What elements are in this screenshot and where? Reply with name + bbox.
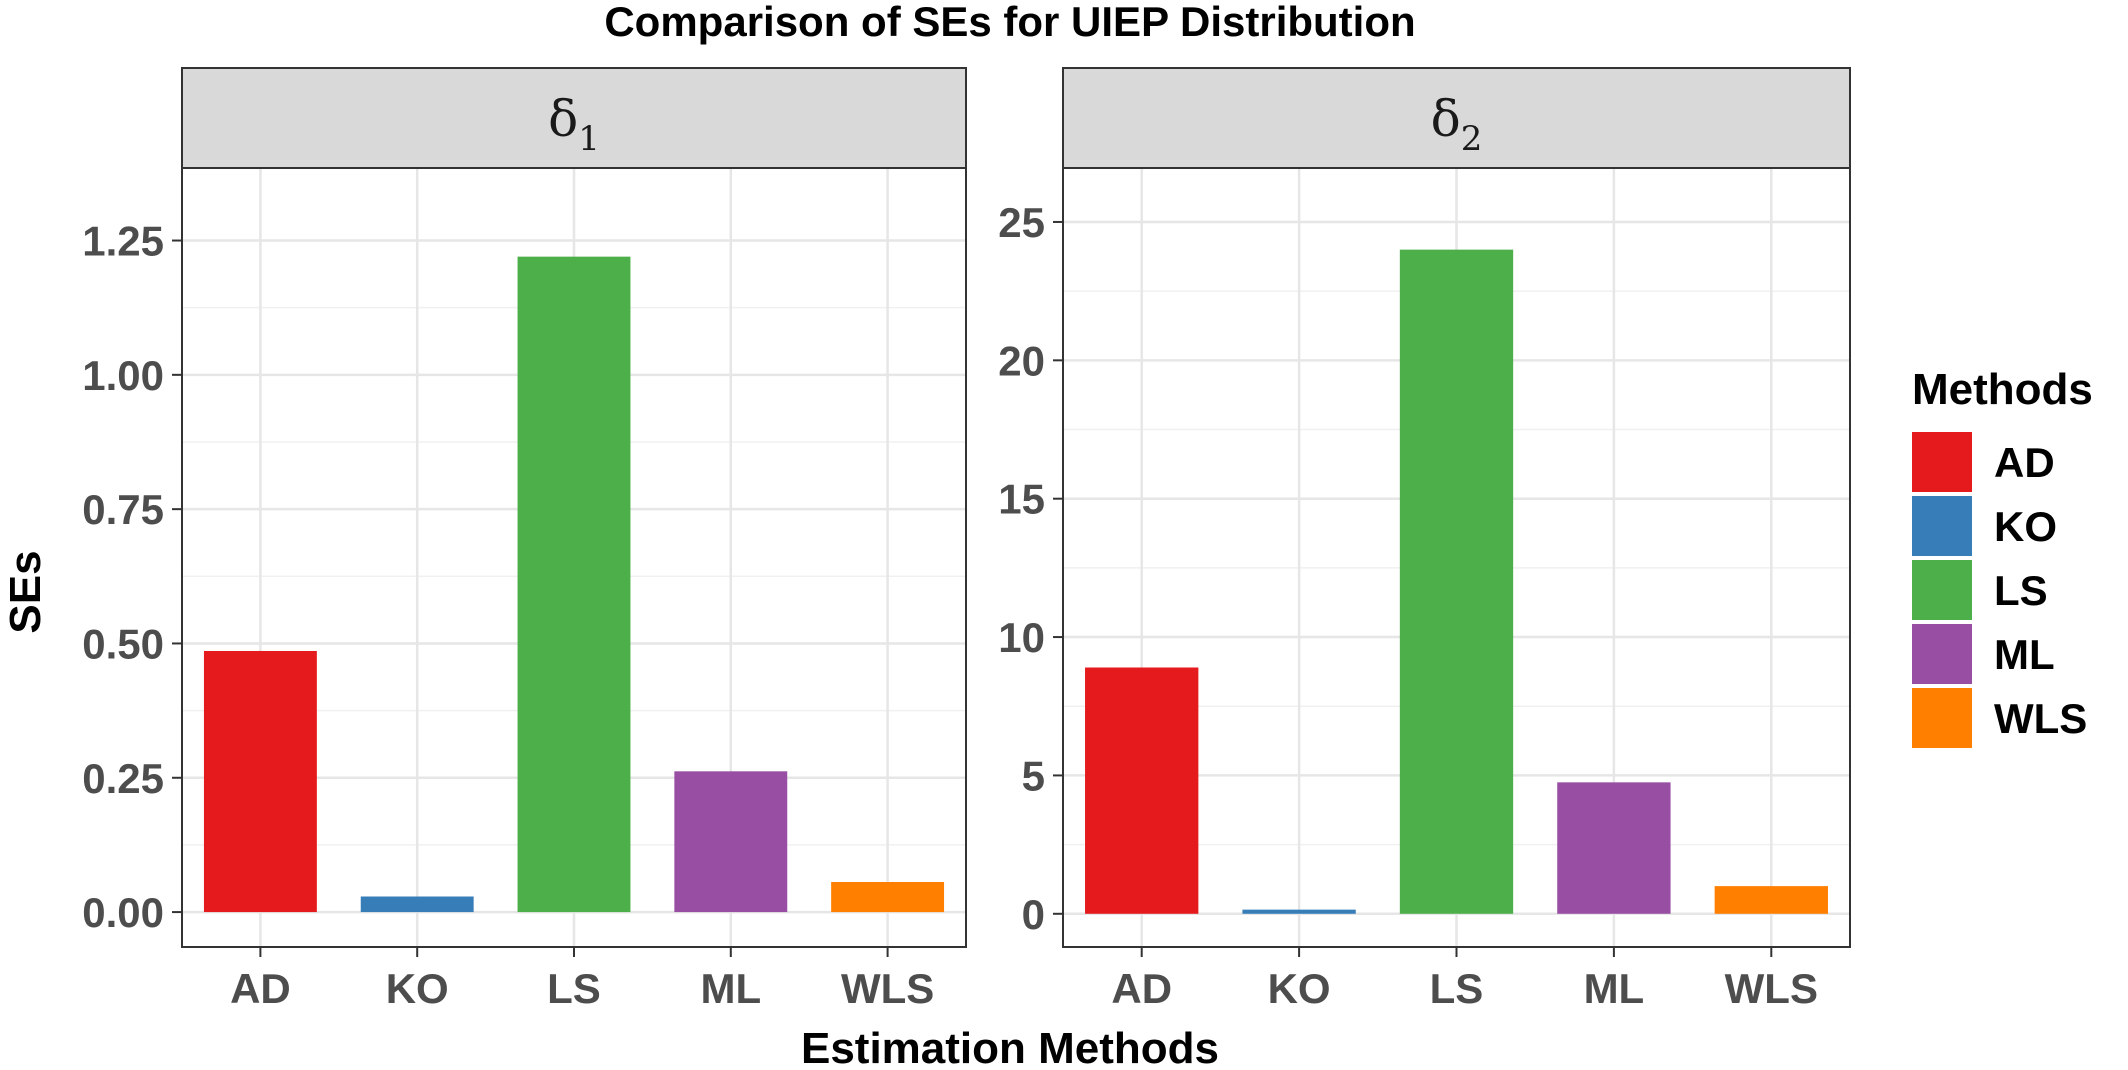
x-tick-label: ML <box>1584 965 1645 1012</box>
legend-key-ko <box>1912 496 1972 556</box>
x-tick-label: AD <box>230 965 291 1012</box>
y-tick-label: 1.25 <box>82 218 164 265</box>
legend-label-wls: WLS <box>1994 695 2087 742</box>
y-tick-label: 0.25 <box>82 755 164 802</box>
y-tick-label: 0.00 <box>82 889 164 936</box>
facet-strip <box>181 67 967 169</box>
legend-key-ad <box>1912 432 1972 492</box>
y-tick-label: 1.00 <box>82 352 164 399</box>
bar-ls <box>517 256 631 913</box>
bar-ml <box>1557 782 1671 914</box>
legend: Methods AD KO LS ML WLS <box>1912 365 2093 748</box>
y-tick-label: 5 <box>1022 752 1045 799</box>
facet-strip <box>1062 67 1851 169</box>
x-tick-label: KO <box>1268 965 1331 1012</box>
bar-ko <box>1242 909 1356 914</box>
legend-key-ml <box>1912 624 1972 684</box>
bar-wls <box>831 881 945 913</box>
bar-ml <box>674 771 788 913</box>
bar-ko <box>360 896 474 913</box>
y-tick-label: 0.75 <box>82 486 164 533</box>
legend-label-ls: LS <box>1994 567 2048 614</box>
x-tick-label: AD <box>1111 965 1172 1012</box>
y-tick-label: 15 <box>998 476 1045 523</box>
x-tick-label: ML <box>700 965 761 1012</box>
legend-key-ls <box>1912 560 1972 620</box>
bar-ls <box>1399 249 1514 914</box>
x-tick-label: LS <box>547 965 601 1012</box>
x-axis-label: Estimation Methods <box>801 1024 1219 1070</box>
legend-key-wls <box>1912 688 1972 748</box>
legend-label-ml: ML <box>1994 631 2055 678</box>
bar-ad <box>203 650 317 913</box>
x-tick-label: LS <box>1430 965 1484 1012</box>
chart-title: Comparison of SEs for UIEP Distribution <box>604 0 1415 45</box>
bar-wls <box>1714 886 1828 914</box>
y-tick-label: 20 <box>998 337 1045 384</box>
y-tick-label: 10 <box>998 614 1045 661</box>
y-tick-label: 25 <box>998 199 1045 246</box>
y-axis-label: SEs <box>1 550 50 633</box>
x-tick-label: KO <box>386 965 449 1012</box>
legend-label-ko: KO <box>1994 503 2057 550</box>
y-tick-label: 0 <box>1022 891 1045 938</box>
y-tick-label: 0.50 <box>82 620 164 667</box>
x-tick-label: WLS <box>1725 965 1818 1012</box>
bar-ad <box>1085 667 1199 914</box>
legend-title: Methods <box>1912 365 2093 414</box>
legend-label-ad: AD <box>1994 439 2055 486</box>
x-tick-label: WLS <box>841 965 934 1012</box>
